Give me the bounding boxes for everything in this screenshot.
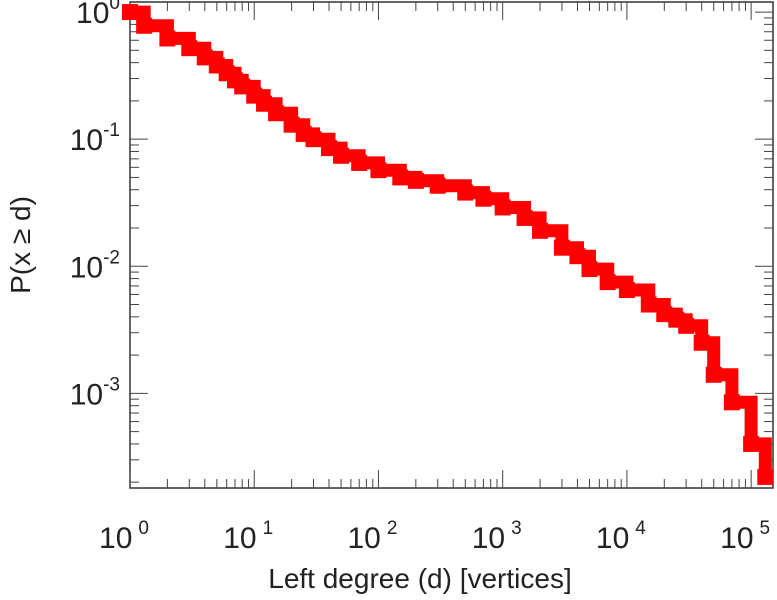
data-point: [370, 162, 387, 179]
data-point: [407, 172, 424, 189]
x-tick-exp: 2: [387, 518, 398, 539]
data-point: [475, 190, 492, 207]
series-layer: [122, 4, 774, 485]
data-point: [516, 209, 533, 226]
x-tick-exp: 0: [138, 518, 149, 539]
data-point: [305, 131, 322, 148]
minor-ticks: [130, 2, 773, 488]
y-tick-label: 100: [76, 0, 120, 30]
data-point: [122, 4, 138, 21]
y-tick-exp: -1: [103, 120, 120, 141]
data-point: [656, 306, 673, 323]
data-point: [693, 334, 710, 351]
data-point: [532, 222, 549, 239]
data-point: [333, 147, 350, 164]
data-point: [723, 394, 740, 411]
data-point: [256, 95, 273, 112]
y-tick-exp: -2: [103, 247, 120, 268]
data-point: [553, 239, 570, 256]
data-point: [283, 116, 300, 133]
x-tick-exp: 4: [635, 518, 646, 539]
data-point: [743, 435, 760, 452]
data-point: [705, 366, 722, 383]
x-tick-base: 10: [223, 522, 256, 555]
x-tick-base: 10: [99, 522, 132, 555]
x-tick-exp: 3: [511, 518, 522, 539]
plot-frame: [129, 1, 774, 489]
data-point: [268, 105, 285, 122]
x-tick-exp: 5: [760, 518, 771, 539]
data-point: [429, 177, 446, 194]
data-point: [618, 282, 635, 299]
data-point: [392, 169, 409, 186]
data-point: [581, 261, 598, 278]
data-point: [181, 40, 198, 57]
x-tick-labels: 10 0 10 1 10 2 10 3 10 4 10 5: [99, 518, 770, 555]
y-tick-label: 10-3: [70, 374, 120, 411]
x-tick-base: 10: [347, 522, 380, 555]
y-tick-base: 10: [70, 378, 103, 411]
data-point: [196, 49, 213, 66]
x-tick-label: 10 5: [720, 518, 770, 555]
y-tick-base: 10: [70, 251, 103, 284]
x-tick-base: 10: [472, 522, 505, 555]
x-tick-label: 10 3: [472, 518, 522, 555]
series-0-line: [123, 5, 772, 484]
data-point: [599, 274, 616, 291]
data-point: [159, 30, 176, 47]
y-tick-label: 10-2: [70, 247, 120, 284]
data-point: [321, 140, 338, 157]
y-tick-base: 10: [76, 0, 109, 30]
data-point: [234, 78, 251, 95]
y-tick-exp: 0: [109, 0, 120, 14]
data-point: [136, 17, 153, 34]
data-point: [569, 248, 586, 265]
x-tick-base: 10: [596, 522, 629, 555]
data-point: [640, 296, 657, 313]
data-point: [757, 468, 774, 485]
y-tick-label: 10-1: [70, 120, 120, 157]
x-tick-label: 10 1: [223, 518, 273, 555]
x-tick-exp: 1: [263, 518, 274, 539]
data-point: [678, 317, 695, 334]
x-axis-label: Left degree (d) [vertices]: [268, 563, 571, 594]
y-tick-base: 10: [70, 124, 103, 157]
data-point: [457, 184, 474, 201]
x-tick-label: 10 2: [347, 518, 397, 555]
y-tick-exp: -3: [103, 374, 120, 395]
x-tick-label: 10 0: [99, 518, 149, 555]
data-point: [494, 199, 511, 216]
x-tick-base: 10: [720, 522, 753, 555]
x-tick-label: 10 4: [596, 518, 646, 555]
data-point: [351, 154, 368, 171]
y-axis-label: P(x ≥ d): [5, 196, 36, 294]
